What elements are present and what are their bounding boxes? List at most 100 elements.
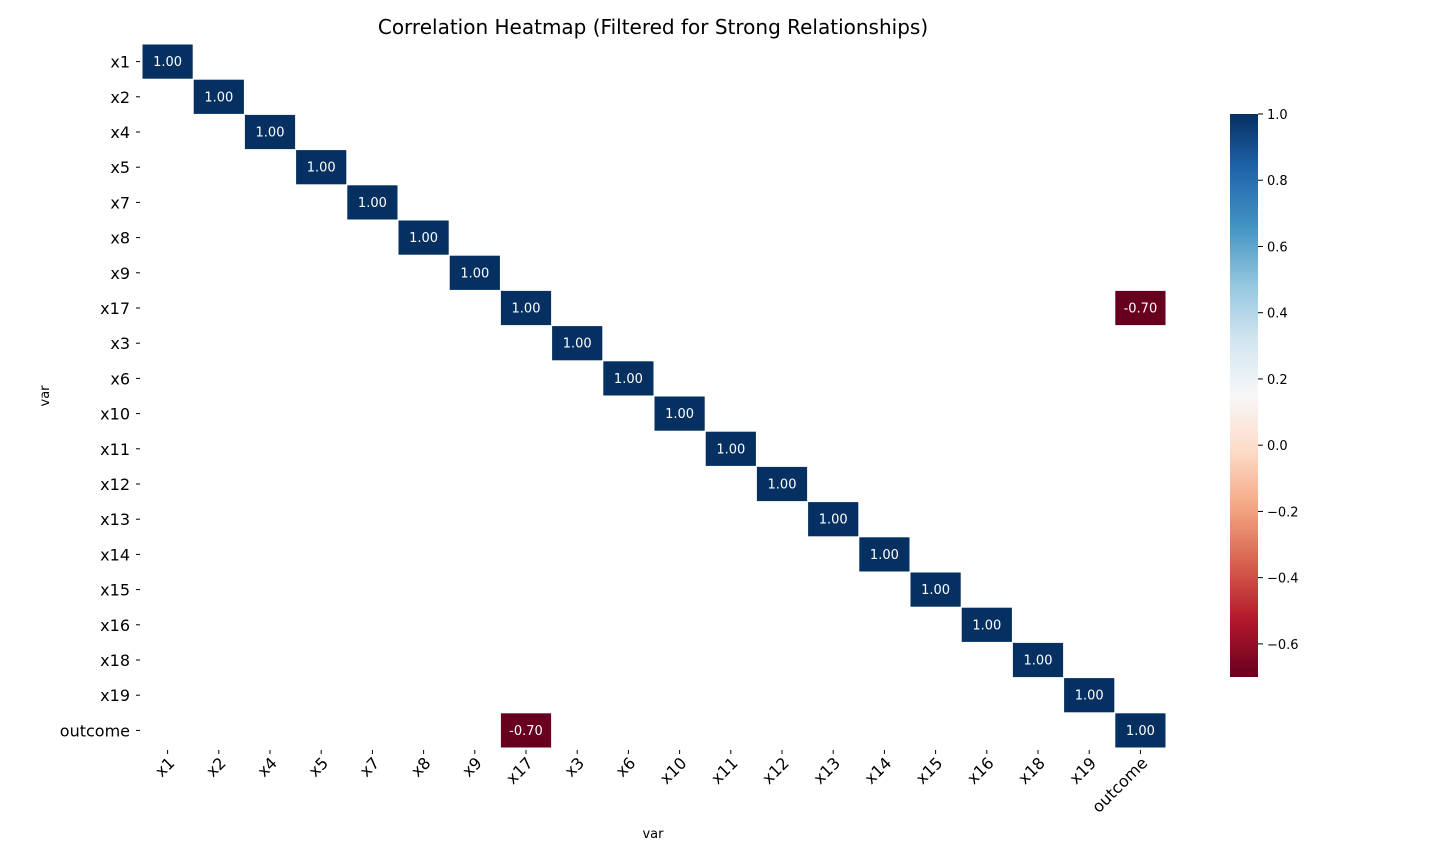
- cell-value-label-x6-x6: 1.00: [614, 372, 643, 387]
- y-tick-label-x6: x6: [110, 369, 130, 388]
- y-tick-label-x8: x8: [110, 229, 130, 248]
- heatmap-cell-x10-x10: [653, 395, 706, 432]
- y-tick-label-x9: x9: [110, 264, 130, 283]
- heatmap-cell-outcome-outcome: [1114, 712, 1167, 749]
- cell-value-label-x5-x5: 1.00: [307, 161, 336, 176]
- x-axis-label: var: [642, 827, 664, 842]
- heatmap-cell-x13-x13: [807, 501, 860, 538]
- cell-value-label-x3-x3: 1.00: [563, 337, 592, 352]
- cell-value-label-x13-x13: 1.00: [819, 513, 848, 528]
- heatmap-cell-x12-x12: [755, 465, 809, 503]
- colorbar-tick-label: 0.0: [1267, 439, 1288, 454]
- y-tick-label-outcome: outcome: [60, 721, 130, 740]
- colorbar-tick-label: 1.0: [1267, 108, 1288, 123]
- x-tick-label-x8: x8: [407, 753, 434, 780]
- cell-value-label-x8-x8: 1.00: [409, 231, 438, 246]
- cell-value-label-x15-x15: 1.00: [921, 583, 950, 598]
- heatmap-cell-x2-x2: [192, 78, 245, 115]
- y-tick-label-x19: x19: [100, 686, 130, 705]
- heatmap-cell-x15-x15: [909, 571, 962, 608]
- y-tick-label-x14: x14: [100, 545, 130, 564]
- colorbar-tick-label: 0.8: [1267, 174, 1288, 189]
- x-tick-label-x7: x7: [356, 753, 383, 780]
- y-tick-label-x4: x4: [110, 123, 130, 142]
- heatmap-cell-x4-x4: [243, 113, 297, 151]
- y-tick-label-x17: x17: [100, 299, 130, 318]
- cell-value-label-x11-x11: 1.00: [716, 442, 745, 457]
- y-tick-label-x18: x18: [100, 651, 130, 670]
- x-tick-label-x15: x15: [912, 753, 947, 788]
- chart-title: Correlation Heatmap (Filtered for Strong…: [378, 15, 928, 39]
- x-tick-label-x3: x3: [561, 753, 588, 780]
- heatmap-cells: 1.00 1.00 1.00 1.00 1.00 1.00 1.00 1.00 -0.70 1.0…: [141, 43, 1167, 749]
- y-tick-label-x5: x5: [110, 158, 130, 177]
- cell-value-label-outcome-x17: -0.70: [509, 724, 543, 739]
- heatmap-cell-x9-x9: [448, 254, 501, 291]
- cell-value-label-x16-x16: 1.00: [972, 618, 1001, 633]
- heatmap-cell-x19-x19: [1063, 677, 1116, 714]
- colorbar-tick-label: 0.6: [1267, 240, 1288, 255]
- cell-value-label-x17-outcome: -0.70: [1124, 302, 1158, 317]
- x-tick-label-x19: x19: [1066, 753, 1101, 788]
- heatmap-cell-x18-x18: [1011, 641, 1065, 679]
- heatmap-cell-x17-x17: [499, 289, 553, 327]
- cell-value-label-x12-x12: 1.00: [768, 478, 797, 493]
- cell-value-label-x18-x18: 1.00: [1024, 654, 1053, 669]
- y-tick-label-x3: x3: [110, 334, 130, 353]
- x-tick-label-x18: x18: [1014, 753, 1049, 788]
- colorbar-tick-label: 0.4: [1267, 307, 1288, 322]
- colorbar-tick-label: −0.2: [1267, 505, 1299, 520]
- x-tick-label-x13: x13: [810, 753, 845, 788]
- heatmap-cell-x3-x3: [551, 325, 604, 362]
- cell-value-label-x19-x19: 1.00: [1075, 689, 1104, 704]
- heatmap-cell-x7-x7: [346, 184, 399, 221]
- x-tick-label-x4: x4: [253, 753, 280, 780]
- x-tick-label-x17: x17: [502, 753, 537, 788]
- heatmap-cell-x8-x8: [397, 219, 450, 256]
- x-tick-label-x10: x10: [656, 753, 691, 788]
- heatmap-cell-x11-x11: [704, 430, 757, 467]
- heatmap-cell-x17-outcome: [1114, 289, 1167, 327]
- colorbar: 1.0 0.8 0.6 0.4 0.2 0.0 −0.2 −0.4 −0.6: [1230, 108, 1299, 677]
- cell-value-label-outcome-outcome: 1.00: [1126, 724, 1155, 739]
- heatmap-cell-x1-x1: [141, 43, 194, 80]
- heatmap-cell-x6-x6: [602, 360, 655, 397]
- cell-value-label-x4-x4: 1.00: [256, 126, 285, 141]
- heatmap-cell-x5-x5: [295, 149, 348, 186]
- x-tick-label-outcome: outcome: [1088, 753, 1151, 816]
- x-tick-label-x16: x16: [963, 753, 998, 788]
- colorbar-tick-label: −0.4: [1267, 572, 1299, 587]
- x-tick-label-x12: x12: [758, 753, 793, 788]
- colorbar-tick-label: −0.6: [1267, 638, 1299, 653]
- y-tick-label-x16: x16: [100, 616, 130, 635]
- y-tick-labels: x1 x2 x4 x5 x7 x8 x9 x17 x3 x6 x10 x11 x12 x13 x14 x15 x…: [60, 53, 140, 740]
- cell-value-label-x9-x9: 1.00: [460, 266, 489, 281]
- y-tick-label-x11: x11: [100, 440, 130, 459]
- cell-value-label-x1-x1: 1.00: [153, 55, 182, 70]
- y-axis-label: var: [38, 385, 53, 407]
- cell-value-label-x2-x2: 1.00: [204, 90, 233, 105]
- colorbar-tick-label: 0.2: [1267, 373, 1288, 388]
- heatmap-cell-outcome-x17: [499, 712, 553, 749]
- y-tick-label-x13: x13: [100, 510, 130, 529]
- heatmap-cell-x14-x14: [858, 536, 911, 573]
- colorbar-gradient: [1230, 114, 1258, 677]
- y-tick-label-x15: x15: [100, 581, 130, 600]
- heatmap-cell-x16-x16: [960, 606, 1013, 643]
- x-tick-label-x1: x1: [151, 753, 178, 780]
- y-tick-label-x7: x7: [110, 193, 130, 212]
- cell-value-label-x10-x10: 1.00: [665, 407, 694, 422]
- y-tick-label-x12: x12: [100, 475, 130, 494]
- y-tick-label-x1: x1: [110, 53, 130, 72]
- x-tick-label-x2: x2: [202, 753, 229, 780]
- x-tick-label-x11: x11: [707, 753, 742, 788]
- cell-value-label-x14-x14: 1.00: [870, 548, 899, 563]
- cell-value-label-x17-x17: 1.00: [512, 302, 541, 317]
- y-tick-label-x10: x10: [100, 405, 130, 424]
- x-tick-label-x9: x9: [458, 753, 485, 780]
- x-tick-label-x14: x14: [861, 753, 896, 788]
- x-tick-labels: x1 x2 x4 x5 x7 x8 x9 x17 x3 x6 x10 x11 x12 x13 x14 x15 x…: [151, 750, 1151, 816]
- cell-value-label-x7-x7: 1.00: [358, 196, 387, 211]
- x-tick-label-x5: x5: [305, 753, 332, 780]
